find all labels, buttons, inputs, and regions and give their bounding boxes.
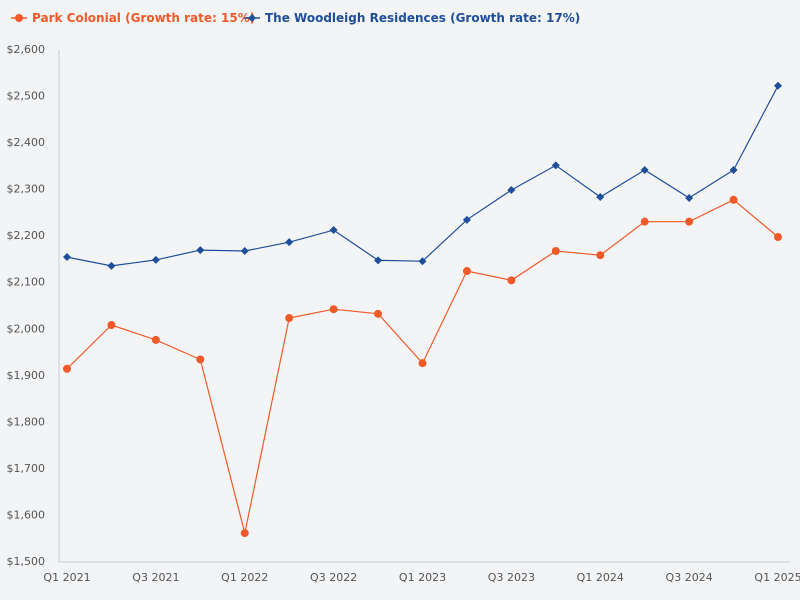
x-tick-label: Q1 2025 <box>754 571 800 584</box>
y-tick-label: $2,600 <box>7 43 46 56</box>
y-tick-label: $1,800 <box>7 415 46 428</box>
data-point[interactable] <box>685 193 694 202</box>
data-point[interactable] <box>151 255 160 264</box>
x-tick-label: Q3 2023 <box>488 571 535 584</box>
y-tick-label: $2,500 <box>7 90 46 103</box>
x-tick-label: Q3 2021 <box>132 571 179 584</box>
data-point[interactable] <box>551 247 560 256</box>
data-point[interactable] <box>329 305 338 314</box>
y-tick-label: $2,200 <box>7 229 46 242</box>
legend-label-woodleigh: The Woodleigh Residences (Growth rate: 1… <box>265 11 580 25</box>
data-point[interactable] <box>196 355 205 364</box>
data-point[interactable] <box>63 253 71 262</box>
series-line-1 <box>66 85 779 267</box>
y-tick-label: $1,700 <box>7 462 46 475</box>
data-point[interactable] <box>774 233 782 242</box>
data-point[interactable] <box>774 81 782 90</box>
x-tick-label: Q1 2023 <box>399 571 446 584</box>
data-point[interactable] <box>507 276 516 285</box>
data-point[interactable] <box>107 261 116 270</box>
legend-label-park-colonial: Park Colonial (Growth rate: 15%) <box>32 11 255 25</box>
x-tick-label: Q1 2024 <box>577 571 624 584</box>
y-tick-label: $2,100 <box>7 276 46 289</box>
data-point[interactable] <box>596 251 605 260</box>
y-tick-label: $2,000 <box>7 322 46 335</box>
y-axis-ticks: $1,500 $1,600 $1,700 $1,800 $1,900 $2,000 $2,1… <box>7 43 46 568</box>
y-tick-label: $1,900 <box>7 369 46 382</box>
data-point[interactable] <box>63 364 71 373</box>
data-point[interactable] <box>151 335 160 344</box>
legend-marker-park-colonial <box>15 14 23 22</box>
data-point[interactable] <box>729 166 738 175</box>
legend-item-park-colonial[interactable]: Park Colonial (Growth rate: 15%) <box>11 11 255 25</box>
y-tick-label: $2,400 <box>7 136 46 149</box>
data-point[interactable] <box>285 314 294 323</box>
data-point[interactable] <box>685 217 694 226</box>
data-point[interactable] <box>240 247 249 256</box>
data-point[interactable] <box>640 217 649 226</box>
data-point[interactable] <box>240 529 249 538</box>
data-point[interactable] <box>374 309 383 318</box>
y-tick-label: $1,500 <box>7 555 46 568</box>
data-point[interactable] <box>329 226 338 235</box>
x-tick-label: Q1 2021 <box>43 571 90 584</box>
data-point[interactable] <box>551 161 560 170</box>
x-tick-label: Q1 2022 <box>221 571 268 584</box>
data-point[interactable] <box>596 193 605 202</box>
data-point[interactable] <box>507 186 516 195</box>
data-point[interactable] <box>462 215 471 224</box>
data-point[interactable] <box>196 246 205 255</box>
data-point[interactable] <box>418 359 427 368</box>
y-tick-label: $2,300 <box>7 183 46 196</box>
x-tick-label: Q3 2022 <box>310 571 357 584</box>
data-point[interactable] <box>640 166 649 175</box>
data-point[interactable] <box>729 195 738 204</box>
legend: Park Colonial (Growth rate: 15%) The Woo… <box>11 11 580 25</box>
data-point[interactable] <box>107 321 116 330</box>
data-point[interactable] <box>374 256 383 265</box>
legend-marker-woodleigh <box>248 14 256 22</box>
y-tick-label: $1,600 <box>7 508 46 521</box>
series-1 <box>63 81 782 270</box>
data-point[interactable] <box>462 267 471 276</box>
series-group <box>63 81 782 538</box>
data-point[interactable] <box>285 238 294 247</box>
x-axis-ticks: Q1 2021 Q3 2021 Q1 2022 Q3 2022 Q1 2023 Q3 20… <box>43 571 800 584</box>
data-point[interactable] <box>418 257 427 266</box>
x-tick-label: Q3 2024 <box>666 571 713 584</box>
legend-item-woodleigh[interactable]: The Woodleigh Residences (Growth rate: 1… <box>244 11 580 25</box>
series-0 <box>63 195 782 538</box>
